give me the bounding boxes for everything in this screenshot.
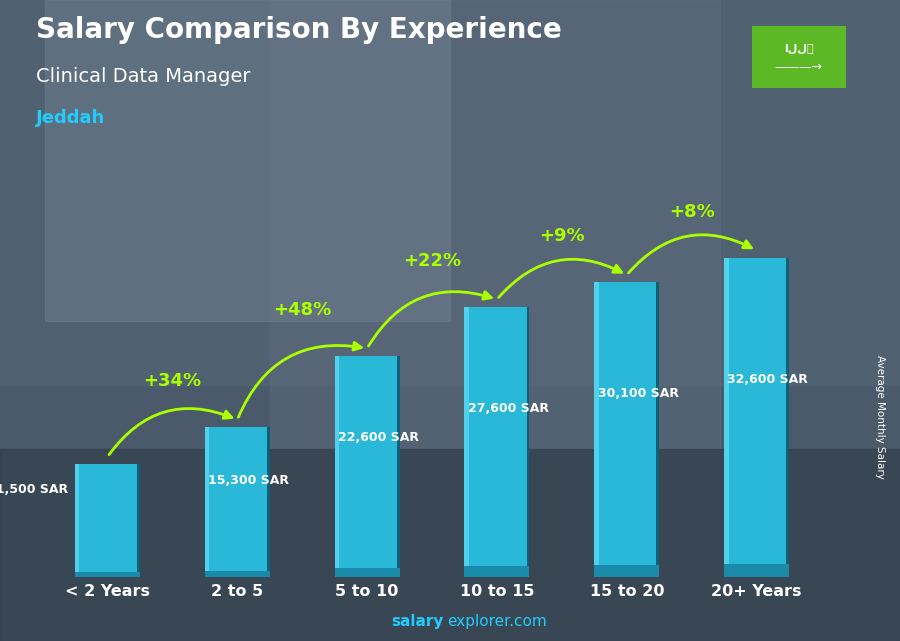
Text: +9%: +9%: [539, 227, 585, 246]
Text: +22%: +22%: [403, 252, 461, 270]
Bar: [75, 464, 79, 577]
Bar: [335, 568, 400, 577]
Text: 32,600 SAR: 32,600 SAR: [727, 372, 808, 385]
Bar: [724, 258, 729, 577]
Bar: [75, 464, 140, 577]
Bar: [397, 356, 400, 577]
Text: 27,600 SAR: 27,600 SAR: [468, 402, 549, 415]
Bar: [205, 427, 270, 577]
Text: +8%: +8%: [669, 203, 715, 221]
Bar: [270, 0, 720, 449]
Bar: [205, 571, 270, 577]
Bar: [594, 565, 659, 577]
Text: Jeddah: Jeddah: [36, 109, 105, 127]
Bar: [724, 258, 789, 577]
Text: explorer.com: explorer.com: [447, 615, 547, 629]
Text: 11,500 SAR: 11,500 SAR: [0, 483, 68, 496]
Text: salary: salary: [392, 615, 444, 629]
Bar: [45, 0, 450, 320]
Bar: [205, 427, 210, 577]
Bar: [0, 449, 900, 641]
Bar: [594, 283, 598, 577]
Text: اللہ: اللہ: [784, 44, 814, 54]
Bar: [335, 356, 400, 577]
Bar: [137, 464, 139, 577]
Text: Clinical Data Manager: Clinical Data Manager: [36, 67, 250, 87]
Bar: [656, 283, 659, 577]
Text: 22,600 SAR: 22,600 SAR: [338, 431, 418, 444]
Bar: [594, 283, 659, 577]
Bar: [787, 258, 789, 577]
Bar: [724, 564, 789, 577]
Bar: [75, 572, 140, 577]
Bar: [464, 307, 529, 577]
Bar: [267, 427, 270, 577]
Text: +48%: +48%: [273, 301, 331, 319]
Bar: [464, 566, 529, 577]
Bar: [526, 307, 529, 577]
Text: 15,300 SAR: 15,300 SAR: [208, 474, 289, 487]
Text: +34%: +34%: [143, 372, 202, 390]
Text: Average Monthly Salary: Average Monthly Salary: [875, 354, 886, 479]
Text: Salary Comparison By Experience: Salary Comparison By Experience: [36, 16, 562, 44]
Bar: [464, 307, 469, 577]
Text: ———→: ———→: [775, 61, 823, 74]
Text: 30,100 SAR: 30,100 SAR: [598, 387, 679, 400]
Bar: [335, 356, 339, 577]
Bar: [0, 0, 900, 385]
